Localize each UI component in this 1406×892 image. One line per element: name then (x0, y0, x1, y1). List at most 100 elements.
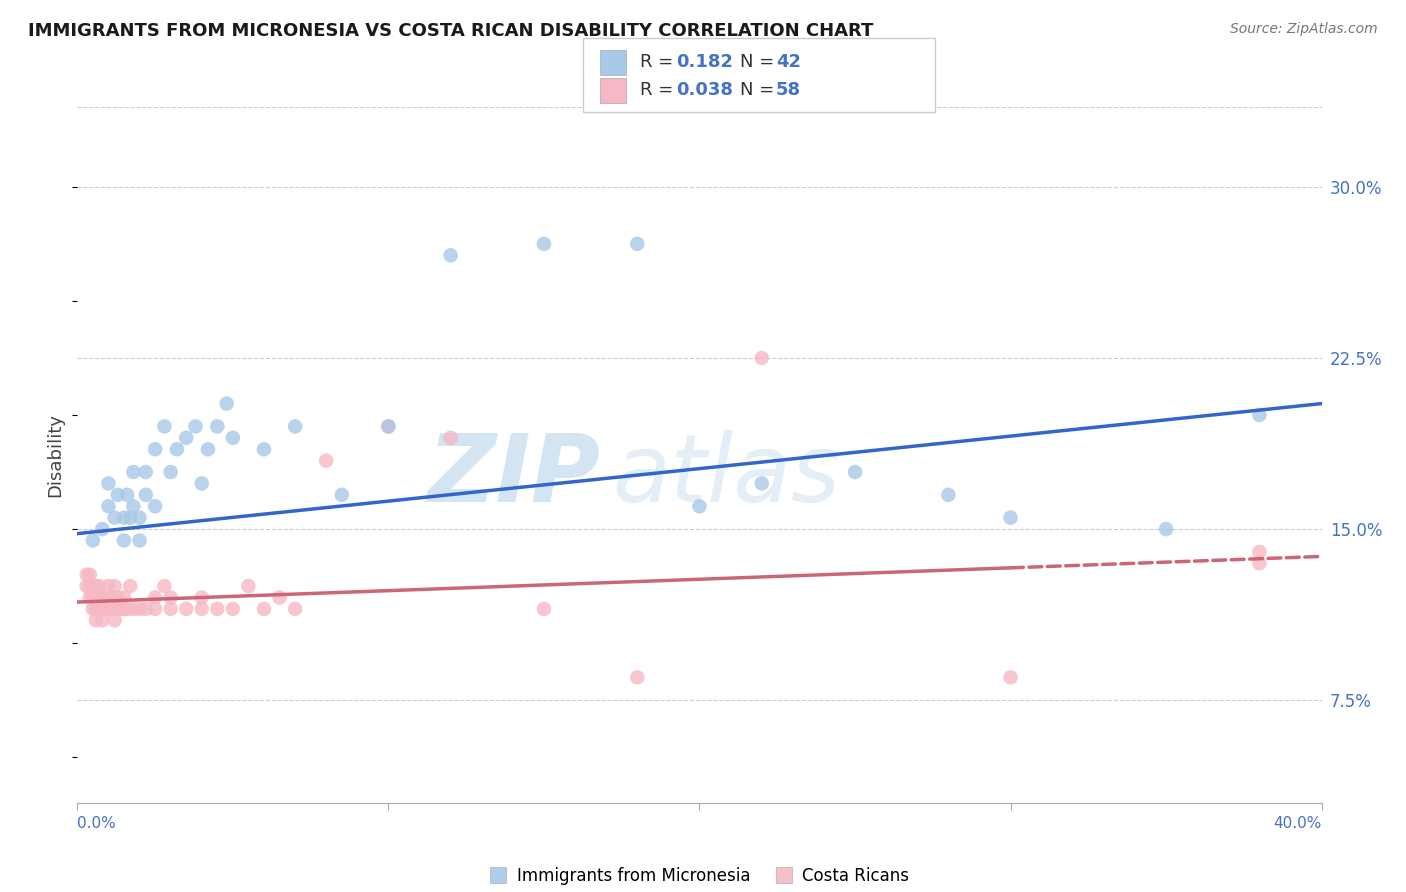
Point (128, 510, 150, 524)
Point (174, 431, 197, 445)
Point (207, 602, 229, 616)
Point (120, 579, 142, 593)
Point (115, 488, 138, 502)
Point (626, 670, 648, 684)
Point (97, 476, 120, 491)
Point (533, 236, 555, 251)
Point (100, 591, 122, 605)
Point (79, 567, 101, 582)
Point (128, 533, 150, 548)
Text: 0.038: 0.038 (676, 81, 734, 99)
Point (84, 579, 107, 593)
Text: R =: R = (640, 54, 679, 71)
Point (104, 510, 127, 524)
Point (122, 500, 145, 514)
Text: 0.182: 0.182 (676, 54, 734, 71)
Text: R =: R = (640, 81, 679, 99)
Point (112, 602, 135, 616)
Point (253, 602, 276, 616)
Point (143, 602, 166, 616)
Point (94, 591, 117, 605)
Point (938, 488, 960, 502)
Point (100, 602, 122, 616)
Point (191, 476, 214, 491)
Text: Source: ZipAtlas.com: Source: ZipAtlas.com (1230, 22, 1378, 37)
Point (82, 533, 104, 548)
Point (112, 510, 135, 524)
Point (159, 602, 181, 616)
Point (135, 465, 157, 479)
Point (215, 396, 238, 410)
Text: atlas: atlas (613, 430, 841, 521)
Point (84, 602, 107, 616)
Point (166, 442, 188, 457)
Y-axis label: Disability: Disability (46, 413, 65, 497)
Point (82, 579, 104, 593)
Point (82, 591, 104, 605)
Point (112, 533, 135, 548)
Point (97, 500, 120, 514)
Point (440, 248, 463, 262)
Point (269, 591, 291, 605)
Point (91, 602, 114, 616)
Point (751, 351, 773, 365)
Point (222, 602, 245, 616)
Point (284, 419, 307, 434)
Point (1249, 408, 1271, 422)
Text: IMMIGRANTS FROM MICRONESIA VS COSTA RICAN DISABILITY CORRELATION CHART: IMMIGRANTS FROM MICRONESIA VS COSTA RICA… (28, 22, 873, 40)
Text: 42: 42 (776, 54, 801, 71)
Point (91, 613, 114, 627)
Point (143, 442, 166, 457)
Point (174, 602, 197, 616)
Point (82, 602, 104, 616)
Point (222, 431, 245, 445)
Text: 0.0%: 0.0% (77, 816, 117, 831)
Point (377, 419, 399, 434)
Point (97, 602, 120, 616)
Point (122, 602, 145, 616)
Point (159, 465, 181, 479)
Point (626, 236, 648, 251)
Point (844, 465, 866, 479)
Point (107, 591, 129, 605)
Point (122, 465, 145, 479)
Point (112, 591, 135, 605)
Point (97, 579, 120, 593)
Point (97, 591, 120, 605)
Point (87, 602, 110, 616)
Point (110, 602, 132, 616)
Point (76, 567, 98, 582)
Point (135, 488, 157, 502)
Point (330, 488, 353, 502)
Point (79, 591, 101, 605)
Point (159, 591, 181, 605)
Point (1154, 522, 1177, 536)
Point (238, 579, 260, 593)
Point (128, 602, 150, 616)
Point (135, 602, 157, 616)
Point (751, 476, 773, 491)
Point (377, 419, 399, 434)
Point (315, 453, 337, 467)
Point (207, 419, 229, 434)
Point (115, 602, 138, 616)
Text: N =: N = (740, 54, 779, 71)
Point (284, 602, 307, 616)
Point (153, 579, 176, 593)
Point (197, 442, 219, 457)
Point (104, 613, 127, 627)
Point (120, 510, 142, 524)
Point (76, 579, 98, 593)
Point (107, 602, 129, 616)
Point (143, 591, 166, 605)
Point (1000, 670, 1022, 684)
Point (91, 522, 114, 536)
Text: 58: 58 (776, 81, 801, 99)
Point (184, 419, 207, 434)
Point (107, 488, 129, 502)
Point (1249, 545, 1271, 559)
Point (94, 602, 117, 616)
Point (533, 602, 555, 616)
Point (87, 579, 110, 593)
Point (1249, 556, 1271, 570)
